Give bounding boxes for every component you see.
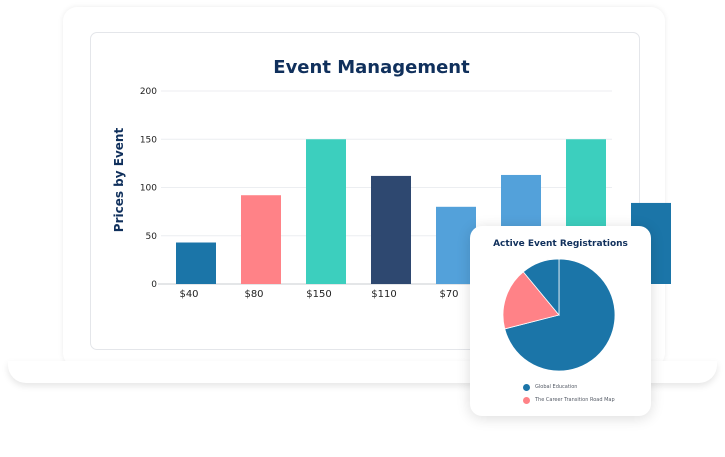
x-tick-label: $70 [439,289,458,300]
legend-item: Global Education [523,381,615,393]
page-title: Event Management [273,57,470,78]
pie-slice[interactable] [504,259,616,372]
x-tick-label: $40 [179,289,198,300]
legend-label: Global Education [535,384,578,390]
bar[interactable] [306,139,346,284]
x-tick-label: $80 [244,289,263,300]
y-tick-label: 200 [140,87,157,97]
legend-label: The Career Transition Road Map [535,397,615,403]
pie-chart [503,259,616,372]
legend-swatch [523,396,530,404]
bar[interactable] [371,175,411,284]
pie-chart-card: Active Event Registrations Global Educat… [470,226,651,416]
bar[interactable] [436,206,476,284]
legend-swatch [523,383,530,391]
bar[interactable] [241,195,281,284]
y-tick-label: 0 [151,280,157,290]
pie-chart-title: Active Event Registrations [493,239,628,249]
pie-legend: Global Education The Career Transition Ro… [523,381,615,407]
pie-slice[interactable] [522,259,560,317]
y-tick-label: 50 [146,232,158,242]
y-tick-label: 150 [140,135,157,145]
y-tick-label: 100 [140,184,157,194]
legend-item: The Career Transition Road Map [523,394,615,406]
x-tick-label: $110 [371,289,396,300]
x-tick-label: $150 [306,289,331,300]
bar[interactable] [176,242,216,284]
pie-slice[interactable] [503,271,560,330]
